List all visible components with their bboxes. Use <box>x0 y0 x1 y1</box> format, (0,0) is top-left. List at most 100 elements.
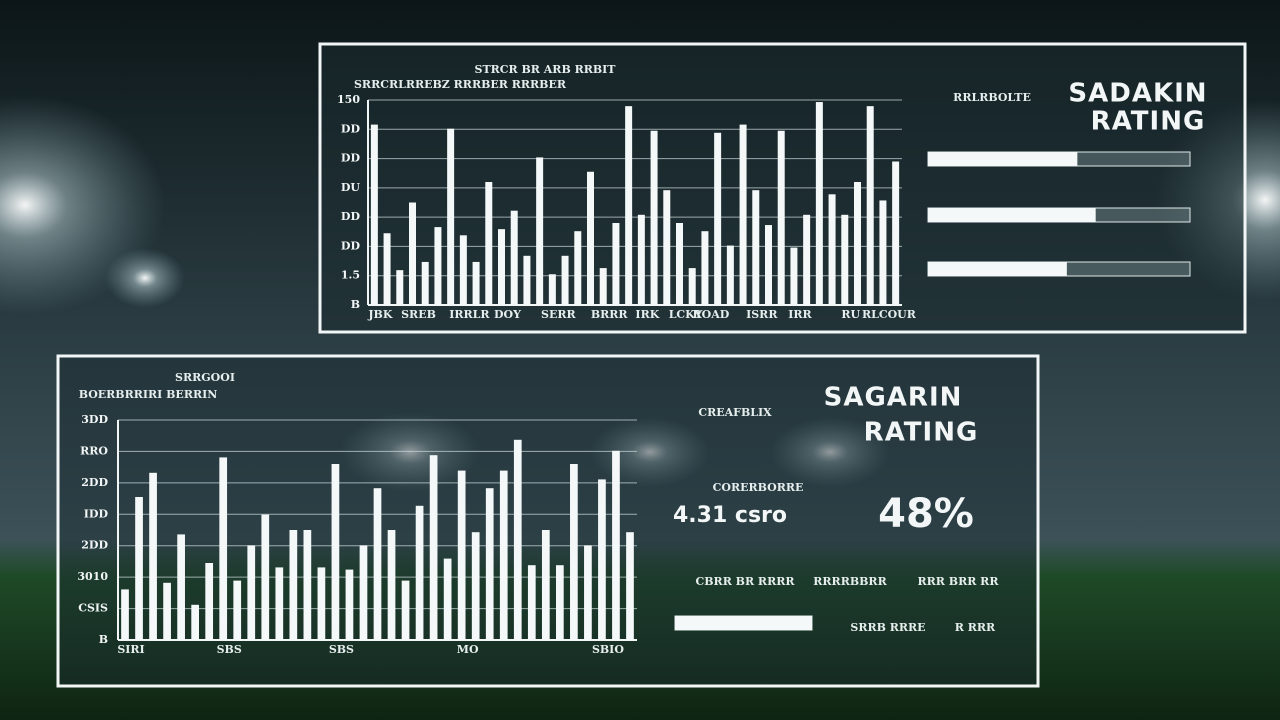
bar <box>387 530 396 640</box>
bar <box>584 545 592 640</box>
bar <box>726 245 734 305</box>
bar <box>472 261 480 305</box>
x-tick-label: IRR <box>788 308 812 321</box>
bar <box>513 439 522 640</box>
floodlight <box>770 417 890 487</box>
chart-subtitle: SRRCRLRREBZ RRRBER RRRBER <box>354 78 567 91</box>
bar <box>247 545 256 640</box>
metric-label: CORERBORRE <box>713 481 804 494</box>
bar <box>828 194 836 305</box>
bar <box>803 214 811 305</box>
bar <box>841 214 849 305</box>
y-axis-label: B <box>99 633 108 646</box>
chart-title: SRRGOOI <box>175 371 235 384</box>
bar <box>261 514 270 640</box>
bar <box>205 563 214 640</box>
bar <box>752 190 760 305</box>
note: SRRB RRRE <box>850 621 925 634</box>
x-tick-label: SIRI <box>117 643 144 656</box>
rating-title: RATING <box>1091 107 1206 137</box>
y-axis-label: CSIS <box>78 602 108 615</box>
bar <box>676 223 683 305</box>
meter-fill <box>928 262 1067 276</box>
bar <box>714 132 722 305</box>
meter-fill <box>675 616 812 630</box>
bar <box>275 567 284 640</box>
bar <box>135 497 143 640</box>
y-axis-label: DU <box>341 181 361 194</box>
x-tick-label: BRRR <box>591 308 629 321</box>
bar <box>625 106 633 306</box>
bar <box>331 464 340 640</box>
bar <box>688 268 696 305</box>
y-axis-label: B <box>351 298 360 311</box>
bar <box>471 532 480 640</box>
y-axis-label: 150 <box>337 93 360 106</box>
bar <box>523 255 531 305</box>
chart-title: STRCR BR ARB RRBIT <box>475 63 617 76</box>
y-axis-label: IDD <box>84 507 109 520</box>
bar <box>289 530 298 640</box>
y-axis-label: DD <box>341 210 361 223</box>
y-axis-label: RRO <box>80 444 108 457</box>
bar <box>396 270 404 305</box>
bar <box>866 106 874 306</box>
floodlight <box>590 417 710 487</box>
bar <box>415 505 424 640</box>
bar <box>854 182 861 305</box>
bar <box>485 488 494 640</box>
y-axis-label: 3DD <box>81 413 108 426</box>
bar <box>303 530 312 640</box>
y-axis-label: DD <box>341 152 361 165</box>
x-tick-label: SBIO <box>592 643 624 656</box>
bar <box>536 157 544 305</box>
bar <box>443 558 452 640</box>
bar <box>409 202 416 305</box>
x-tick-label: SREB <box>401 308 436 321</box>
bar <box>527 565 536 640</box>
note: RRR BRR RR <box>918 575 1000 588</box>
bar <box>457 470 466 640</box>
y-axis-label: 3010 <box>77 570 108 583</box>
x-tick-label: LCKY <box>669 308 703 321</box>
bar <box>555 565 564 640</box>
bar <box>421 261 429 305</box>
bar <box>879 200 887 305</box>
meter-fill <box>928 208 1096 222</box>
bar <box>434 227 442 305</box>
bar <box>373 488 382 640</box>
bar <box>612 223 620 305</box>
bar <box>447 128 455 305</box>
bar <box>599 268 607 305</box>
bar <box>548 274 556 305</box>
x-tick-label: DOY <box>494 308 521 321</box>
chart-subtitle: BOERBRRIRI BERRIN <box>79 388 218 401</box>
bar <box>499 470 508 640</box>
x-tick-label: ISRR <box>746 308 778 321</box>
meter-fill <box>928 152 1078 166</box>
bar <box>163 582 171 640</box>
bar <box>383 233 391 305</box>
rating-title: SAGARIN <box>824 383 963 413</box>
bar <box>149 472 157 640</box>
bar <box>191 604 200 640</box>
rating-title: RATING <box>864 418 979 448</box>
bar <box>765 225 772 305</box>
bar <box>650 130 658 305</box>
bar <box>345 569 354 640</box>
floodlight <box>340 412 480 492</box>
bar <box>485 182 493 305</box>
bar <box>370 124 378 305</box>
bar <box>739 124 747 305</box>
side-heading: RRLRBOLTE <box>953 91 1031 104</box>
bar <box>317 567 326 640</box>
x-tick-label: MO <box>457 643 479 656</box>
bar <box>570 464 578 640</box>
bar <box>892 161 900 305</box>
y-axis-label: DD <box>341 122 361 135</box>
y-axis-label: 2DD <box>81 539 108 552</box>
metric-value: 4.31 csro <box>673 503 787 528</box>
bar <box>626 532 634 640</box>
bar <box>815 102 823 305</box>
